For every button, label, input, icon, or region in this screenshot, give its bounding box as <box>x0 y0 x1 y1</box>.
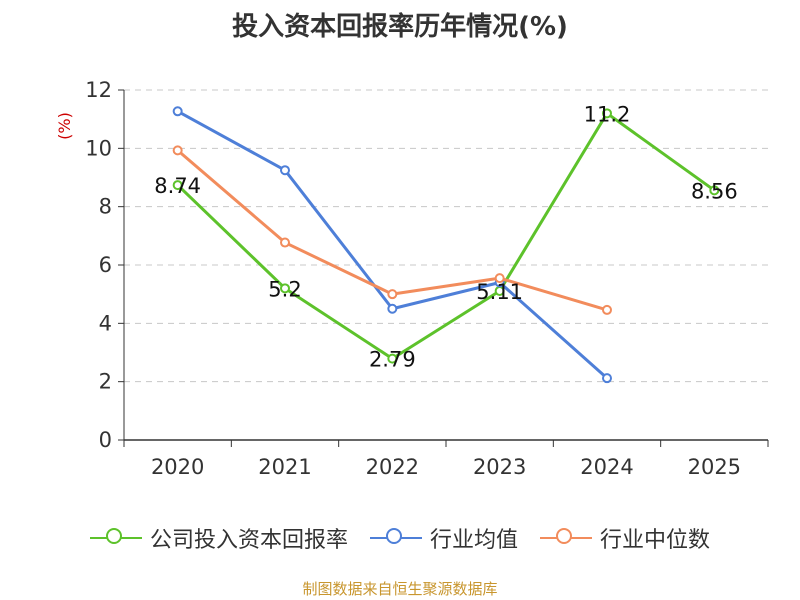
y-axis-label: (%) <box>55 112 74 140</box>
legend-label-industry-median: 行业中位数 <box>600 528 711 553</box>
data-point-s0-2022 <box>387 353 398 364</box>
x-tick-label-2023: 2023 <box>473 455 526 479</box>
data-point-s0-2021 <box>280 283 290 294</box>
y-tick-label-4: 4 <box>99 311 112 335</box>
x-tick-label-2024: 2024 <box>580 455 633 479</box>
data-label-2023: 5.11 <box>476 280 523 304</box>
series-line-1 <box>176 109 608 380</box>
legend-symbol-company <box>89 526 142 550</box>
data-point-s1-2024 <box>602 373 612 384</box>
legend-label-company: 公司投入资本回报率 <box>149 528 348 553</box>
legend: 公司投入资本回报率 行业均值 行业中位数 <box>0 518 800 558</box>
data-label-2021: 5.2 <box>268 277 301 301</box>
line-chart: 0 2 4 6 8 10 12 (%) 2020 2021 2022 2023 2024 2025 8.7… <box>55 78 769 479</box>
data-labels: 8.74 5.2 2.79 5.11 11.2 8.56 <box>154 102 737 371</box>
data-point-s1-2022 <box>387 303 398 314</box>
series-lines <box>172 106 720 384</box>
x-tick-label-2020: 2020 <box>151 455 204 479</box>
axes: 0 2 4 6 8 10 12 (%) 2020 2021 2022 2023 2024 2025 <box>55 78 769 479</box>
data-point-s2-2023 <box>494 273 505 284</box>
data-label-2024: 11.2 <box>584 102 631 126</box>
data-label-2020: 8.74 <box>154 174 201 198</box>
data-point-s0-2025 <box>709 185 720 196</box>
data-label-2025: 8.56 <box>691 179 738 203</box>
y-tick-label-8: 8 <box>99 195 112 219</box>
data-source-note: 制图数据来自恒生聚源数据库 <box>302 580 498 598</box>
series-line-0 <box>176 111 716 361</box>
x-tick-label-2022: 2022 <box>366 455 419 479</box>
data-point-s0-2024 <box>602 108 612 119</box>
chart-title: 投入资本回报率历年情况(%) <box>232 12 568 42</box>
data-point-s2-2021 <box>280 237 290 248</box>
y-tick-label-2: 2 <box>99 370 112 394</box>
data-point-s2-2024 <box>602 304 612 315</box>
y-tick-label-12: 12 <box>85 78 112 102</box>
data-point-s2-2020 <box>172 145 183 156</box>
y-tick-label-6: 6 <box>99 253 112 277</box>
x-tick-label-2025: 2025 <box>688 455 741 479</box>
data-point-s0-2020 <box>172 180 183 191</box>
x-tick-label-2021: 2021 <box>258 455 311 479</box>
legend-label-industry-mean: 行业均值 <box>429 528 518 553</box>
legend-item-industry-median[interactable]: 行业中位数 <box>540 522 710 554</box>
y-tick-label-10: 10 <box>85 136 112 160</box>
data-label-2022: 2.79 <box>369 348 416 372</box>
legend-item-industry-mean[interactable]: 行业均值 <box>369 522 518 554</box>
series-line-2 <box>176 149 608 312</box>
data-point-s1-2020 <box>172 106 183 117</box>
data-point-s1-2021 <box>280 165 290 176</box>
data-point-s2-2022 <box>387 289 398 300</box>
legend-symbol-industry-median <box>540 526 592 550</box>
y-tick-label-0: 0 <box>99 428 112 452</box>
legend-symbol-industry-mean <box>369 526 422 550</box>
legend-item-company[interactable]: 公司投入资本回报率 <box>89 522 348 554</box>
